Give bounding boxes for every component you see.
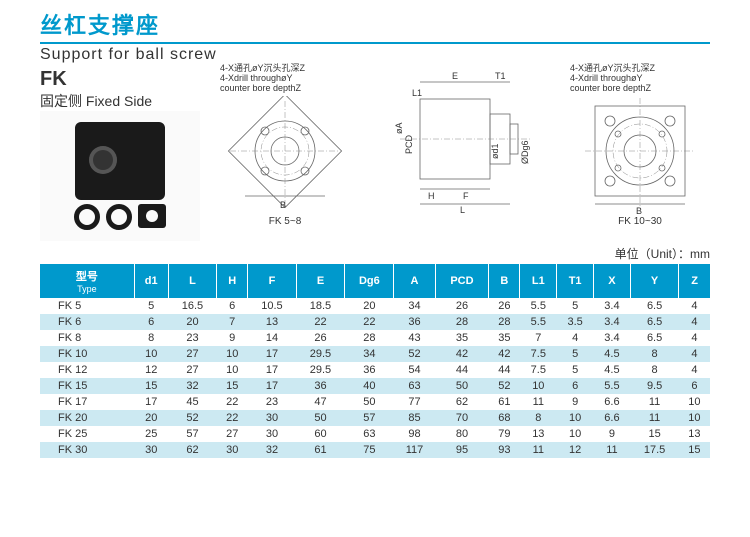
diagram-front-fk10-30: 4-X通孔øY沉头孔深Z 4-Xdrill throughøY counter … [570, 64, 710, 227]
svg-text:F: F [463, 191, 469, 201]
annotation-right: 4-X通孔øY沉头孔深Z 4-Xdrill throughøY counter … [570, 64, 655, 94]
table-row: FK 202052223050578570688106.61110 [40, 410, 710, 426]
table-row: FK 30306230326175117959311121117.515 [40, 442, 710, 458]
table-row: FK 662071322223628285.53.53.46.54 [40, 314, 710, 330]
col-F: F [248, 264, 297, 298]
col-T1: T1 [557, 264, 594, 298]
divider [40, 42, 710, 44]
svg-text:E: E [452, 71, 458, 81]
title-en: Support for ball screw [40, 46, 710, 64]
table-row: FK 121227101729.5365444447.554.584 [40, 362, 710, 378]
col-L: L [168, 264, 217, 298]
col-A: A [394, 264, 435, 298]
table-row: FK 101027101729.5345242427.554.584 [40, 346, 710, 362]
product-photo [40, 111, 200, 241]
svg-text:T1: T1 [495, 71, 506, 81]
svg-text:B: B [636, 206, 642, 216]
model-label: FK [40, 68, 200, 91]
svg-text:ød1: ød1 [490, 143, 500, 159]
ring-icon [106, 204, 132, 230]
col-PCD: PCD [435, 264, 489, 298]
table-row: FK 88239142628433535743.46.54 [40, 330, 710, 346]
col-X: X [594, 264, 631, 298]
svg-text:PCD: PCD [404, 134, 414, 154]
col-Z: Z [679, 264, 710, 298]
svg-text:L1: L1 [412, 88, 422, 98]
col-L1: L1 [520, 264, 557, 298]
drawing-square-small: B [220, 96, 350, 216]
col-type: 型号Type [40, 264, 134, 298]
table-row: FK 5516.5610.518.5203426265.553.46.54 [40, 298, 710, 314]
col-B: B [489, 264, 520, 298]
col-Y: Y [630, 264, 679, 298]
diagram-label-fk5-8: FK 5~8 [269, 216, 302, 227]
fixed-side-label: 固定侧 Fixed Side [40, 91, 200, 111]
svg-text:B: B [280, 200, 286, 210]
title-cn: 丝杠支撑座 [40, 8, 710, 40]
drawing-side: E T1 L1 øA PCD ød1 ØDg6 H F L [370, 64, 550, 214]
diagram-front-fk5-8: 4-X通孔øY沉头孔深Z 4-Xdrill throughøY counter … [220, 64, 350, 227]
ring-icon [74, 204, 100, 230]
svg-text:L: L [460, 205, 465, 214]
diagram-side-view: E T1 L1 øA PCD ød1 ØDg6 H F L [370, 64, 550, 214]
annotation-left: 4-X通孔øY沉头孔深Z 4-Xdrill throughøY counter … [220, 64, 305, 94]
svg-text:ØDg6: ØDg6 [520, 140, 530, 164]
drawing-square-large: B [570, 96, 710, 216]
table-row: FK 25255727306063988079131091513 [40, 426, 710, 442]
unit-label: 单位（Unit）：mm [40, 245, 710, 262]
col-d1: d1 [134, 264, 168, 298]
svg-text:øA: øA [394, 122, 404, 134]
table-row: FK 171745222347507762611196.61110 [40, 394, 710, 410]
table-row: FK 151532151736406350521065.59.56 [40, 378, 710, 394]
spec-table: 型号Typed1LHFEDg6APCDBL1T1XYZ FK 5516.5610… [40, 264, 710, 458]
diagram-label-fk10-30: FK 10~30 [618, 216, 662, 227]
col-E: E [296, 264, 345, 298]
col-Dg6: Dg6 [345, 264, 394, 298]
nut-icon [138, 204, 166, 228]
svg-text:H: H [428, 191, 435, 201]
col-H: H [217, 264, 248, 298]
